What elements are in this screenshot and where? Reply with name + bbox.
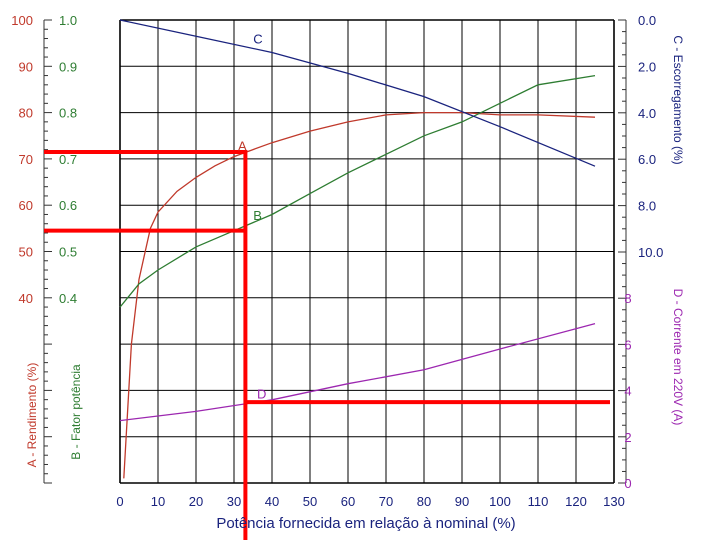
axis-a-tick-label: 100	[11, 13, 33, 28]
series-a-label: A	[238, 139, 247, 154]
axis-c-tick-label: 2.0	[638, 59, 656, 74]
axis-b-tick-label: 0.9	[59, 59, 77, 74]
axis-a-tick-label: 90	[19, 59, 33, 74]
x-tick-label: 30	[227, 494, 241, 509]
x-tick-label: 70	[379, 494, 393, 509]
axis-d-label: D - Corrente em 220V (A)	[671, 289, 685, 426]
axis-a-tick-label: 70	[19, 152, 33, 167]
x-tick-label: 10	[151, 494, 165, 509]
x-axis-label: Potência fornecida em relação à nominal …	[216, 515, 515, 532]
axis-a-tick-label: 40	[19, 291, 33, 306]
series-c-line	[119, 19, 596, 167]
axis-a-tick-label: 80	[19, 106, 33, 121]
axis-b-tick-label: 0.8	[59, 106, 77, 121]
tick-labels: 1009080706050401.00.90.80.70.60.50.40.02…	[11, 13, 663, 509]
x-tick-label: 120	[565, 494, 587, 509]
series-c-label: C	[253, 32, 262, 47]
axis-b-tick-label: 0.6	[59, 198, 77, 213]
series-b-line	[119, 74, 596, 308]
x-tick-label: 60	[341, 494, 355, 509]
axis-c-tick-label: 4.0	[638, 106, 656, 121]
right-axis-ticks	[618, 19, 627, 484]
x-tick-label: 110	[528, 494, 549, 509]
axis-b-tick-label: 1.0	[59, 13, 77, 28]
axis-d-tick-label: 6	[624, 337, 631, 352]
left-axis-ticks	[43, 19, 52, 484]
grid	[119, 19, 615, 484]
series-lines	[119, 19, 596, 479]
x-tick-label: 50	[303, 494, 317, 509]
series-d-line	[119, 322, 596, 422]
axis-c-label: C - Escorregamento (%)	[671, 35, 685, 164]
annotation-lines	[44, 149, 610, 540]
axis-c-tick-label: 8.0	[638, 199, 656, 214]
x-tick-label: 40	[265, 494, 279, 509]
series-d-label: D	[257, 387, 266, 402]
axis-d-tick-label: 2	[624, 430, 631, 445]
x-tick-label: 80	[417, 494, 431, 509]
x-tick-label: 90	[455, 494, 469, 509]
axis-b-tick-label: 0.4	[59, 291, 77, 306]
series-a-line	[123, 111, 596, 479]
axis-d-tick-label: 4	[624, 384, 631, 399]
axis-a-label: A - Rendimento (%)	[25, 363, 39, 468]
axis-c-tick-label: 10.0	[638, 245, 663, 260]
axis-b-tick-label: 0.5	[59, 245, 77, 260]
axis-c-tick-label: 6.0	[638, 152, 656, 167]
axis-b-label: B - Fator potência	[69, 364, 83, 460]
axis-c-tick-label: 0.0	[638, 13, 656, 28]
x-tick-label: 100	[489, 494, 511, 509]
x-tick-label: 130	[603, 494, 625, 509]
axis-a-tick-label: 50	[19, 245, 33, 260]
x-tick-label: 20	[189, 494, 203, 509]
series-b-label: B	[253, 208, 262, 223]
axis-d-tick-label: 0	[624, 476, 631, 491]
axis-b-tick-label: 0.7	[59, 152, 77, 167]
axis-d-tick-label: 8	[624, 291, 631, 306]
x-tick-label: 0	[116, 494, 123, 509]
axis-a-tick-label: 60	[19, 198, 33, 213]
